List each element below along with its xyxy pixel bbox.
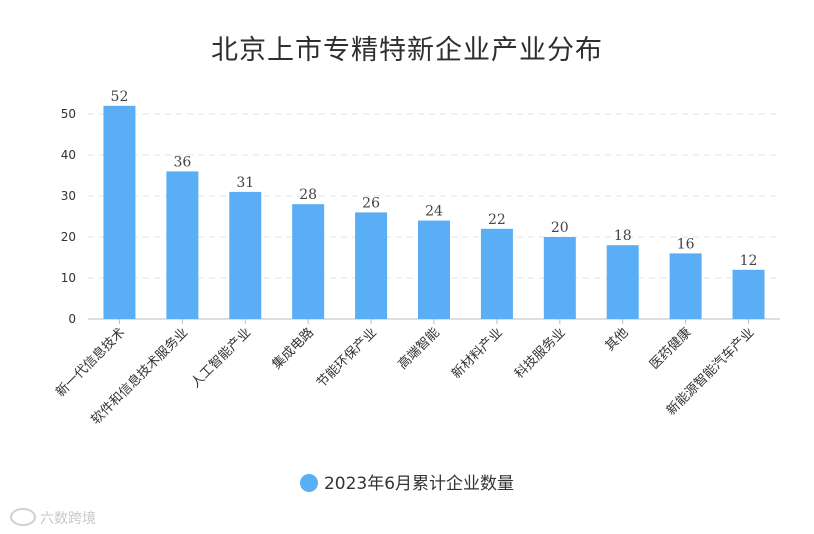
- bar-chart: 0102030405052新一代信息技术36软件和信息技术服务业31人工智能产业…: [53, 89, 780, 428]
- bar[interactable]: [543, 237, 576, 319]
- data-label: 24: [425, 204, 443, 220]
- x-tick-label: 其他: [603, 325, 632, 354]
- x-tick-label: 集成电路: [269, 325, 317, 373]
- data-label: 36: [173, 154, 191, 170]
- legend-marker-icon: [299, 474, 318, 492]
- x-tick-label: 医药健康: [646, 325, 694, 373]
- x-tick-label: 节能环保产业: [314, 325, 380, 391]
- watermark-text: 六数跨境: [40, 511, 96, 527]
- y-tick-label: 40: [61, 148, 76, 162]
- chart-title: 北京上市专精特新企业产业分布: [211, 35, 603, 66]
- y-tick-label: 50: [61, 107, 76, 121]
- bar[interactable]: [606, 245, 639, 319]
- bar[interactable]: [229, 191, 262, 319]
- bar[interactable]: [103, 105, 136, 319]
- y-tick-label: 30: [61, 189, 76, 203]
- data-label: 16: [677, 236, 695, 252]
- x-tick-label: 高端智能: [395, 325, 443, 373]
- bar[interactable]: [669, 253, 702, 319]
- legend-label: 2023年6月累计企业数量: [323, 474, 515, 494]
- legend[interactable]: 2023年6月累计企业数量: [0, 469, 814, 494]
- data-label: 12: [740, 253, 758, 269]
- data-label: 52: [111, 89, 129, 105]
- bar[interactable]: [355, 212, 388, 319]
- data-label: 20: [551, 220, 569, 236]
- bar[interactable]: [166, 171, 199, 319]
- data-label: 28: [299, 187, 317, 203]
- data-label: 31: [236, 175, 254, 191]
- y-tick-label: 20: [61, 230, 76, 244]
- y-tick-label: 10: [61, 271, 76, 285]
- watermark: 六数跨境: [10, 508, 96, 528]
- y-tick-label: 0: [68, 312, 76, 326]
- bar[interactable]: [732, 269, 765, 319]
- watermark-logo-icon: [10, 508, 36, 526]
- x-tick-label: 人工智能产业: [188, 325, 254, 391]
- data-label: 26: [362, 195, 380, 211]
- x-tick-label: 科技服务业: [511, 325, 568, 382]
- bar[interactable]: [292, 204, 325, 319]
- x-tick-label: 新材料产业: [448, 325, 505, 382]
- bar[interactable]: [480, 228, 513, 319]
- bar[interactable]: [418, 220, 450, 319]
- data-label: 22: [488, 212, 506, 228]
- data-label: 18: [614, 228, 632, 244]
